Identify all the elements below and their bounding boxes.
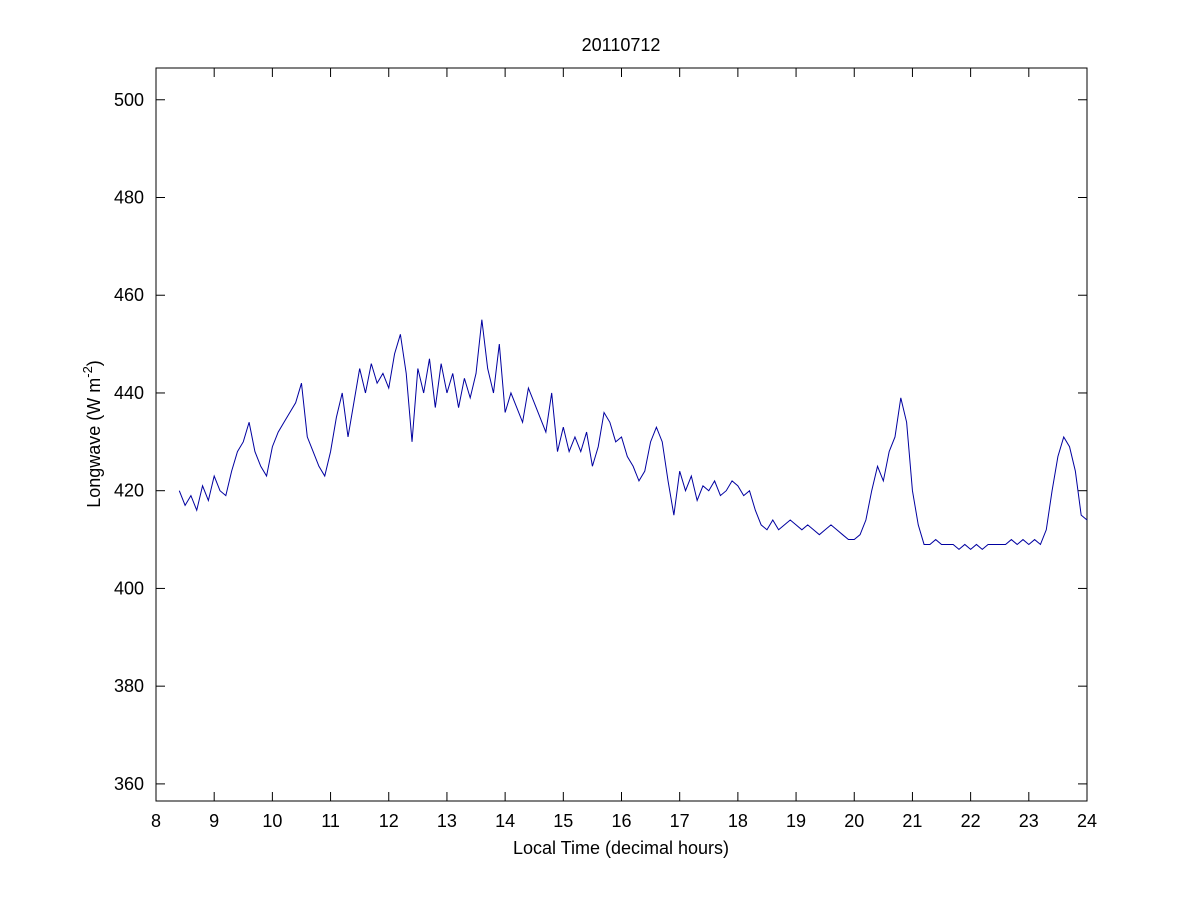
x-tick-label: 14 <box>495 811 515 831</box>
y-tick-label: 380 <box>114 676 144 696</box>
x-tick-label: 16 <box>611 811 631 831</box>
y-tick-label: 360 <box>114 774 144 794</box>
x-tick-label: 22 <box>961 811 981 831</box>
y-tick-label: 440 <box>114 383 144 403</box>
chart-title: 20110712 <box>582 35 661 55</box>
y-axis-label-suffix: ) <box>84 360 104 366</box>
y-axis-label-superscript: -2 <box>80 366 95 378</box>
y-tick-label: 420 <box>114 481 144 501</box>
y-axis-label-text: Longwave (W m <box>84 378 104 508</box>
y-tick-label: 480 <box>114 187 144 207</box>
x-tick-label: 12 <box>379 811 399 831</box>
x-tick-label: 24 <box>1077 811 1097 831</box>
x-tick-label: 21 <box>902 811 922 831</box>
x-tick-label: 19 <box>786 811 806 831</box>
x-tick-label: 18 <box>728 811 748 831</box>
y-axis-label: Longwave (W m-2) <box>80 360 104 508</box>
x-tick-label: 15 <box>553 811 573 831</box>
y-tick-label: 500 <box>114 90 144 110</box>
x-tick-label: 17 <box>670 811 690 831</box>
axes-box <box>155 67 1088 802</box>
x-tick-label: 23 <box>1019 811 1039 831</box>
x-tick-label: 8 <box>151 811 161 831</box>
y-tick-label: 460 <box>114 285 144 305</box>
data-line <box>178 319 1088 550</box>
y-tick-label: 400 <box>114 578 144 598</box>
x-axis-label: Local Time (decimal hours) <box>513 838 729 858</box>
x-tick-label: 9 <box>209 811 219 831</box>
x-tick-label: 20 <box>844 811 864 831</box>
x-tick-label: 13 <box>437 811 457 831</box>
x-tick-label: 10 <box>262 811 282 831</box>
x-tick-label: 11 <box>321 811 340 831</box>
